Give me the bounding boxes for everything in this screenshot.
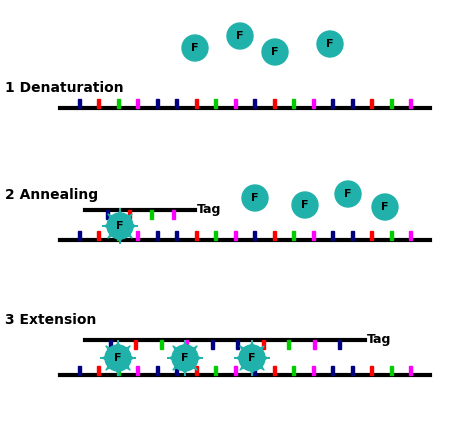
Text: F: F <box>381 202 389 212</box>
Bar <box>156 99 159 108</box>
Bar <box>156 366 159 375</box>
Bar <box>389 366 393 375</box>
Bar <box>150 210 152 219</box>
Bar <box>78 231 81 240</box>
Circle shape <box>317 31 343 57</box>
Bar <box>253 231 256 240</box>
Text: F: F <box>181 353 189 363</box>
Bar <box>292 231 295 240</box>
Bar <box>273 231 276 240</box>
Bar <box>234 99 237 108</box>
Bar <box>78 99 81 108</box>
Text: F: F <box>326 39 334 49</box>
Text: F: F <box>301 200 309 210</box>
Text: F: F <box>114 353 122 363</box>
Bar <box>253 366 256 375</box>
Bar <box>214 231 217 240</box>
Bar <box>117 366 120 375</box>
Bar <box>389 99 393 108</box>
Text: 2 Annealing: 2 Annealing <box>5 188 98 202</box>
Bar <box>312 99 315 108</box>
Bar <box>214 99 217 108</box>
Bar <box>160 340 163 349</box>
Text: 3 Extension: 3 Extension <box>5 313 97 327</box>
Bar <box>97 231 100 240</box>
Bar <box>370 231 373 240</box>
Circle shape <box>105 345 131 371</box>
Bar <box>370 99 373 108</box>
Bar <box>331 231 334 240</box>
Bar <box>117 99 120 108</box>
Bar <box>185 340 188 349</box>
Bar <box>331 366 334 375</box>
Text: F: F <box>251 193 259 203</box>
Circle shape <box>335 181 361 207</box>
Bar <box>195 366 198 375</box>
Bar <box>214 366 217 375</box>
Text: F: F <box>116 221 124 231</box>
Bar <box>292 366 295 375</box>
Bar <box>331 99 334 108</box>
Bar <box>351 366 353 375</box>
Bar <box>117 231 120 240</box>
Text: Tag: Tag <box>367 334 391 347</box>
Bar <box>234 231 237 240</box>
Circle shape <box>372 194 398 220</box>
Text: 1 Denaturation: 1 Denaturation <box>5 81 124 95</box>
Bar <box>109 340 112 349</box>
Bar <box>273 366 276 375</box>
Bar <box>176 99 178 108</box>
Bar <box>176 366 178 375</box>
Circle shape <box>227 23 253 49</box>
Text: F: F <box>271 47 279 57</box>
Bar <box>273 99 276 108</box>
Bar <box>97 366 100 375</box>
Bar <box>176 231 178 240</box>
Circle shape <box>239 345 265 371</box>
Bar <box>253 99 256 108</box>
Bar <box>312 366 315 375</box>
Text: F: F <box>344 189 352 199</box>
Circle shape <box>262 39 288 65</box>
Circle shape <box>172 345 198 371</box>
Bar <box>370 366 373 375</box>
Circle shape <box>107 213 133 239</box>
Bar <box>105 210 109 219</box>
Bar <box>128 210 130 219</box>
Text: Tag: Tag <box>197 203 221 216</box>
Circle shape <box>182 35 208 61</box>
Text: F: F <box>236 31 244 41</box>
Bar <box>136 231 140 240</box>
Bar <box>156 231 159 240</box>
Bar <box>211 340 214 349</box>
Text: F: F <box>248 353 256 363</box>
Bar <box>351 231 353 240</box>
Bar <box>351 99 353 108</box>
Bar <box>409 231 412 240</box>
Bar <box>338 340 341 349</box>
Bar <box>287 340 290 349</box>
Bar <box>313 340 316 349</box>
Circle shape <box>242 185 268 211</box>
Bar <box>389 231 393 240</box>
Text: F: F <box>191 43 199 53</box>
Bar <box>195 99 198 108</box>
Bar <box>195 231 198 240</box>
Bar <box>136 99 140 108</box>
Bar <box>171 210 175 219</box>
Bar <box>78 366 81 375</box>
Bar <box>136 366 140 375</box>
Bar <box>134 340 137 349</box>
Bar <box>409 366 412 375</box>
Bar <box>409 99 412 108</box>
Bar <box>234 366 237 375</box>
Bar <box>312 231 315 240</box>
Bar <box>261 340 265 349</box>
Bar <box>292 99 295 108</box>
Bar <box>236 340 239 349</box>
Circle shape <box>292 192 318 218</box>
Bar <box>97 99 100 108</box>
